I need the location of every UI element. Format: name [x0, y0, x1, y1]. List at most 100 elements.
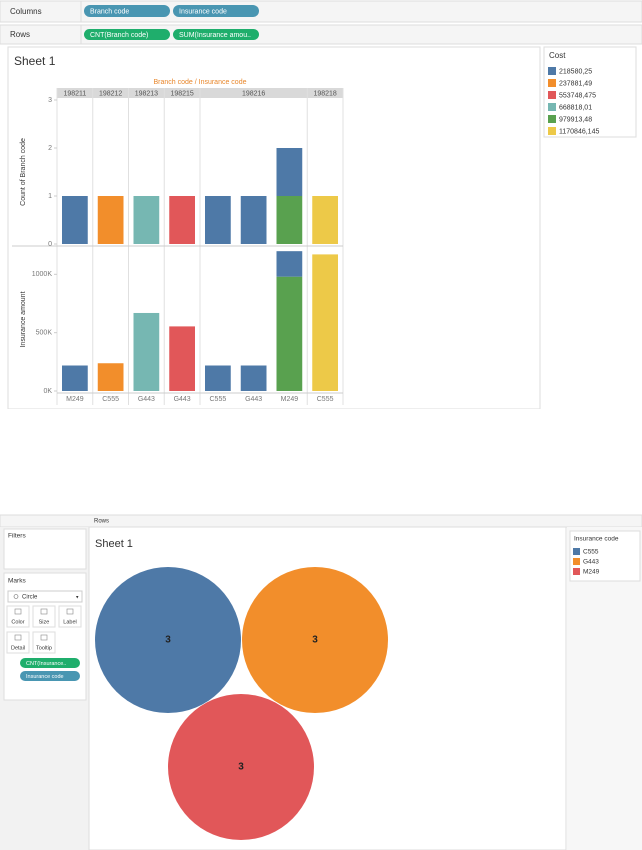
- bar-segment: [240, 365, 267, 391]
- bubble-label: 3: [238, 762, 244, 773]
- bar-segment: [276, 276, 303, 391]
- x-title: Branch code / Insurance code: [153, 79, 246, 86]
- bar-segment: [276, 148, 303, 196]
- rows-label: Rows: [94, 519, 109, 525]
- y-tick-label: 1000K: [32, 271, 53, 278]
- legend-label: G443: [583, 559, 599, 566]
- mark-button[interactable]: [6, 631, 30, 654]
- button-icon: [66, 608, 74, 615]
- mark-button[interactable]: [32, 631, 56, 654]
- pill[interactable]: [20, 658, 80, 668]
- legend-swatch: [548, 127, 556, 135]
- legend-swatch: [573, 548, 580, 555]
- pill[interactable]: [20, 671, 80, 681]
- bubble-label: 3: [165, 635, 171, 646]
- y-tick-label: 1: [48, 193, 52, 200]
- bubble-label: 3: [312, 635, 318, 646]
- y-tick-label: 3: [48, 97, 52, 104]
- button-icon: [14, 634, 22, 641]
- pill[interactable]: [84, 5, 170, 17]
- legend-swatch: [573, 558, 580, 565]
- button-icon: [14, 608, 22, 615]
- legend-title: Insurance code: [574, 536, 619, 543]
- group-header: 198213: [135, 90, 158, 97]
- bar-segment: [97, 196, 124, 244]
- button-icon: [40, 634, 48, 641]
- sheet-title: Sheet 1: [14, 54, 56, 68]
- pill[interactable]: [173, 29, 259, 40]
- y-axis-label: Count of Branch code: [20, 138, 27, 206]
- rows-label: Rows: [10, 30, 30, 39]
- y-tick-label: 500K: [36, 330, 53, 337]
- legend-label: 979913,48: [559, 116, 592, 123]
- legend-label: 668818,01: [559, 104, 592, 111]
- sheet-title: Sheet 1: [95, 538, 133, 550]
- pill-label: SUM(Insurance amou..: [179, 32, 251, 39]
- y-tick-label: 0: [48, 241, 52, 248]
- group-header: 198216: [242, 90, 265, 97]
- sheet-area: [7, 46, 541, 410]
- mark-button-label: Size: [39, 619, 50, 625]
- y-axis-label: Insurance amount: [20, 291, 27, 347]
- legend-swatch: [548, 67, 556, 75]
- pill-label: CNT(Insurance..: [26, 661, 67, 667]
- x-tick-label: M249: [281, 396, 299, 403]
- pill[interactable]: [173, 5, 259, 17]
- filters-card: [3, 528, 87, 570]
- mark-button[interactable]: [32, 605, 56, 628]
- x-tick-label: C555: [102, 396, 119, 403]
- pill-label: Insurance code: [179, 8, 227, 15]
- y-tick-label: 0K: [43, 388, 52, 395]
- legend-swatch: [548, 79, 556, 87]
- legend-label: 237881,49: [559, 80, 592, 87]
- mark-button[interactable]: [6, 605, 30, 628]
- legend-label: C555: [583, 549, 599, 556]
- pill[interactable]: [84, 29, 170, 40]
- legend-swatch: [548, 115, 556, 123]
- group-header: 198218: [313, 90, 336, 97]
- columns-label: Columns: [10, 7, 42, 16]
- bar-segment: [276, 251, 303, 277]
- bubble: [95, 567, 241, 713]
- legend-box: [569, 530, 641, 582]
- bar-segment: [97, 363, 124, 391]
- legend-label: 1170846,145: [559, 128, 599, 135]
- bar-segment: [62, 365, 88, 391]
- bar-segment: [169, 196, 195, 244]
- mark-type-dropdown[interactable]: [7, 590, 83, 603]
- x-tick-label: G443: [138, 396, 155, 403]
- mark-button[interactable]: [58, 605, 82, 628]
- marks-label: Marks: [8, 578, 26, 585]
- group-header: 198212: [99, 90, 122, 97]
- bar-segment: [312, 196, 338, 244]
- circle-icon: [13, 594, 19, 599]
- bar-segment: [240, 196, 267, 244]
- group-header: 198215: [170, 90, 193, 97]
- mark-button-label: Detail: [11, 645, 25, 651]
- bar-segment: [62, 196, 88, 244]
- y-tick-label: 2: [48, 145, 52, 152]
- dropdown-arrow: ▾: [76, 594, 79, 600]
- x-tick-label: C555: [317, 396, 334, 403]
- bar-segment: [133, 196, 160, 244]
- pill-label: Branch code: [90, 8, 129, 15]
- button-icon: [40, 608, 48, 615]
- mark-button-label: Label: [63, 619, 76, 625]
- mark-button-label: Color: [11, 619, 24, 625]
- x-tick-label: C555: [210, 396, 227, 403]
- legend-label: M249: [583, 569, 600, 576]
- bar-segment: [133, 312, 160, 391]
- x-tick-label: G443: [245, 396, 262, 403]
- x-tick-label: G443: [174, 396, 191, 403]
- bubble: [242, 567, 388, 713]
- legend-swatch: [573, 568, 580, 575]
- bar-segment: [312, 254, 338, 391]
- bar-segment: [205, 196, 231, 244]
- pill-label: CNT(Branch code): [90, 32, 148, 39]
- gap: [0, 409, 642, 515]
- legend-title: Cost: [549, 51, 566, 60]
- group-header: 198211: [63, 90, 86, 97]
- legend-label: 218580,25: [559, 68, 592, 75]
- legend-box: [543, 46, 637, 138]
